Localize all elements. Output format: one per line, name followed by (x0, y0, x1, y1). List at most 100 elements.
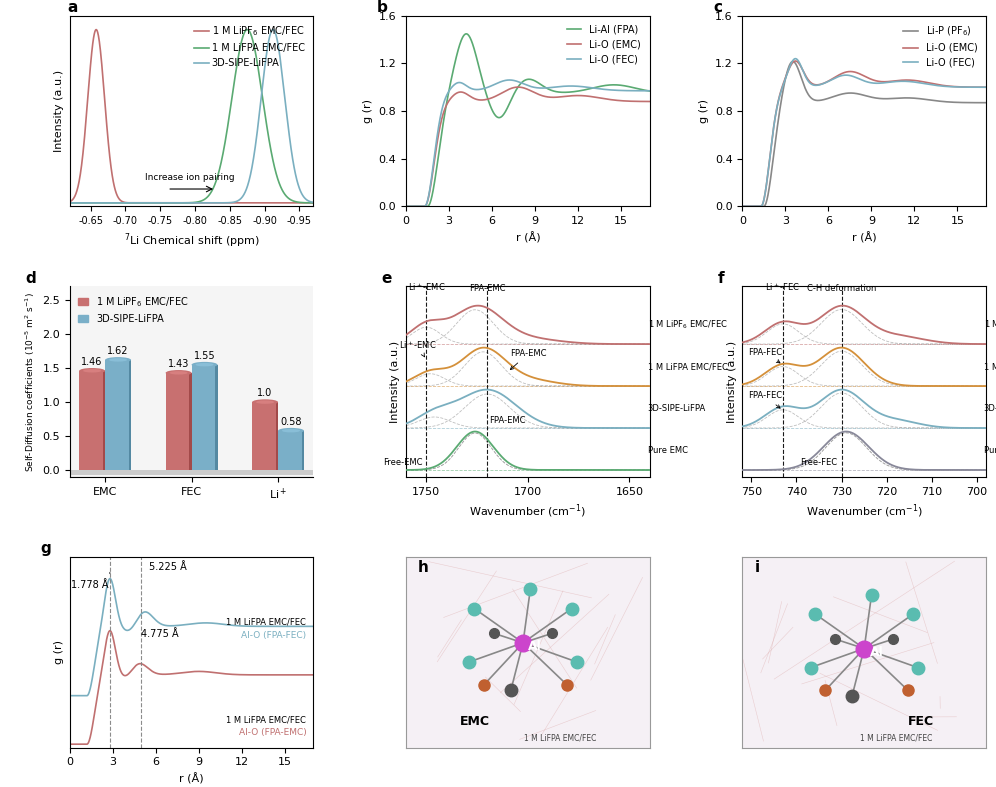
Y-axis label: g (r): g (r) (363, 99, 373, 123)
Li-O (FEC) (884, 77, 896, 87)
3D-SIPE-LiFPA (205, 198, 217, 208)
Li-P (PF$_6$) (980, 98, 992, 107)
Li-O (EMC) (542, 92, 554, 102)
Text: 1 M LiFPA EMC/FEC: 1 M LiFPA EMC/FEC (861, 733, 932, 742)
1 M LiPF$_6$ EMC/FEC (217, 198, 229, 208)
Li-O (FEC) (611, 86, 622, 95)
Text: b: b (376, 0, 387, 15)
Text: FPA-EMC: FPA-EMC (489, 416, 526, 425)
Li-O (FEC) (751, 201, 763, 211)
Ellipse shape (278, 428, 304, 434)
3D-SIPE-LiFPA (85, 198, 97, 208)
3D-SIPE-LiFPA (322, 198, 334, 208)
Text: Increase ion pairing: Increase ion pairing (145, 173, 235, 183)
Text: 1 M LiFPA EMC/FEC: 1 M LiFPA EMC/FEC (647, 362, 727, 371)
Li-O (EMC) (512, 83, 524, 92)
Li-O (FEC) (556, 82, 568, 91)
Bar (252, 402, 278, 470)
Legend: Li-P (PF$_6$), Li-O (EMC), Li-O (FEC): Li-P (PF$_6$), Li-O (EMC), Li-O (FEC) (899, 20, 981, 72)
Li-O (EMC) (884, 76, 896, 86)
Text: 1.43: 1.43 (168, 359, 189, 369)
Text: 3D-SIPE-LiFPA: 3D-SIPE-LiFPA (984, 405, 996, 413)
1 M LiPF$_6$ EMC/FEC (274, 198, 286, 208)
Li-O (EMC) (790, 57, 802, 66)
X-axis label: $^7$Li Chemical shift (ppm): $^7$Li Chemical shift (ppm) (124, 231, 260, 250)
Line: 1 M LiPF$_6$ EMC/FEC: 1 M LiPF$_6$ EMC/FEC (56, 30, 328, 203)
Li-P (PF$_6$) (751, 201, 763, 211)
Ellipse shape (252, 399, 278, 405)
Y-axis label: Self-Diffusion coefficients (10$^{-5}$ m$^2$ s$^{-1}$): Self-Diffusion coefficients (10$^{-5}$ m… (23, 292, 37, 471)
Li-O (FEC) (980, 83, 992, 92)
1 M LiPF$_6$ EMC/FEC (50, 198, 62, 208)
Ellipse shape (83, 369, 102, 372)
Line: 3D-SIPE-LiFPA: 3D-SIPE-LiFPA (56, 30, 328, 203)
Li-O (FEC) (503, 76, 515, 85)
Li-O (EMC) (586, 92, 598, 102)
Text: Li$^+$-EMC: Li$^+$-EMC (407, 282, 445, 294)
1 M LiFPA EMC/FEC (205, 187, 217, 197)
Text: 3D-SIPE-LiFPA: 3D-SIPE-LiFPA (647, 405, 706, 413)
Bar (189, 373, 191, 470)
Text: 1 M LiFPA EMC/FEC: 1 M LiFPA EMC/FEC (226, 618, 306, 627)
X-axis label: Wavenumber (cm$^{-1}$): Wavenumber (cm$^{-1}$) (469, 502, 587, 520)
Li-O (EMC) (400, 201, 412, 211)
Line: Li-O (EMC): Li-O (EMC) (742, 61, 986, 206)
Line: Li-O (FEC): Li-O (FEC) (406, 80, 649, 206)
Li-O (EMC) (891, 76, 903, 85)
Li-Al (FPA) (611, 80, 622, 90)
Li-P (PF$_6$) (921, 95, 933, 105)
Bar (70, 470, 314, 475)
Li-Al (FPA) (548, 87, 560, 96)
Ellipse shape (256, 401, 274, 404)
Li-O (EMC) (643, 97, 655, 106)
Li-Al (FPA) (542, 84, 554, 94)
Li-P (PF$_6$) (946, 98, 958, 107)
1 M LiFPA EMC/FEC (241, 25, 253, 35)
Bar (215, 364, 217, 470)
1 M LiPF$_6$ EMC/FEC (205, 198, 217, 208)
Bar (79, 371, 106, 470)
Text: Al-O (FPA-FEC): Al-O (FPA-FEC) (241, 631, 306, 640)
3D-SIPE-LiFPA (267, 25, 279, 35)
1 M LiFPA EMC/FEC (55, 198, 67, 208)
Text: FPA-EMC: FPA-EMC (469, 284, 506, 294)
Text: 1 M LiPF$_6$ EMC/FEC: 1 M LiPF$_6$ EMC/FEC (647, 319, 728, 331)
Text: Free-FEC: Free-FEC (801, 458, 838, 467)
Li-P (PF$_6$) (787, 57, 799, 66)
1 M LiPF$_6$ EMC/FEC (55, 198, 67, 208)
Ellipse shape (79, 368, 106, 374)
3D-SIPE-LiFPA (291, 173, 303, 183)
Li-O (FEC) (736, 201, 748, 211)
Text: 1.46: 1.46 (82, 357, 103, 367)
Text: 0.58: 0.58 (280, 416, 302, 427)
1 M LiPF$_6$ EMC/FEC (322, 198, 334, 208)
Bar (128, 360, 131, 470)
Li-P (PF$_6$) (884, 94, 896, 103)
Text: f: f (718, 271, 725, 286)
X-axis label: r (Å): r (Å) (516, 231, 540, 243)
Text: c: c (713, 0, 722, 15)
Text: Al: Al (870, 646, 883, 659)
Text: 1.0: 1.0 (257, 388, 273, 398)
Text: FEC: FEC (908, 715, 934, 728)
1 M LiFPA EMC/FEC (274, 181, 286, 190)
Text: 1 M LiFPA EMC/FEC: 1 M LiFPA EMC/FEC (984, 362, 996, 371)
Text: 1.778 Å: 1.778 Å (71, 580, 109, 590)
Text: Li$^+$-FEC: Li$^+$-FEC (765, 282, 801, 294)
Li-O (EMC) (980, 83, 992, 92)
Li-O (FEC) (878, 78, 890, 87)
Li-O (FEC) (891, 76, 903, 86)
Text: C-H deformation: C-H deformation (807, 284, 876, 294)
Text: Al: Al (528, 640, 542, 653)
Text: FPA-FEC: FPA-FEC (748, 391, 782, 408)
Li-O (FEC) (542, 83, 554, 93)
Text: Li$^+$-EMC: Li$^+$-EMC (399, 340, 436, 357)
Text: i: i (755, 560, 760, 575)
Li-O (EMC) (415, 201, 427, 211)
3D-SIPE-LiFPA (217, 198, 229, 208)
Li-O (FEC) (548, 83, 560, 92)
Li-P (PF$_6$) (878, 94, 890, 103)
Ellipse shape (169, 371, 187, 375)
Ellipse shape (109, 358, 127, 361)
Text: 1 M LiFPA EMC/FEC: 1 M LiFPA EMC/FEC (226, 715, 306, 724)
